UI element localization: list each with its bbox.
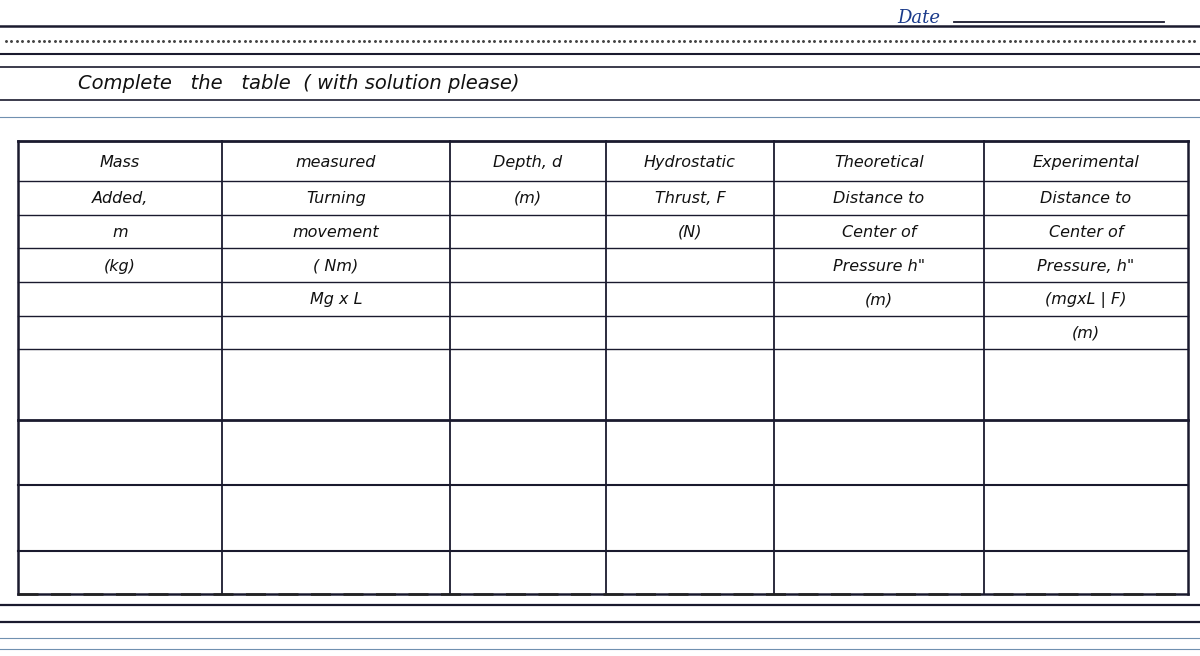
Text: Added,: Added, [92, 191, 148, 205]
Text: (kg): (kg) [104, 259, 136, 274]
Text: (m): (m) [1072, 325, 1100, 340]
Text: Center of: Center of [842, 225, 916, 239]
Text: (N): (N) [678, 225, 702, 239]
Text: Turning: Turning [306, 191, 366, 205]
Text: Distance to: Distance to [834, 191, 924, 205]
Text: (m): (m) [514, 191, 542, 205]
Text: Complete   the   table  ( with solution please): Complete the table ( with solution pleas… [78, 74, 520, 92]
Text: (m): (m) [865, 293, 893, 307]
Text: (mgxL | F): (mgxL | F) [1045, 292, 1127, 308]
Text: Theoretical: Theoretical [834, 155, 924, 170]
Text: movement: movement [293, 225, 379, 239]
Text: Center of: Center of [1049, 225, 1123, 239]
Text: Pressure h": Pressure h" [833, 259, 925, 274]
Text: Distance to: Distance to [1040, 191, 1132, 205]
Text: Depth, d: Depth, d [493, 155, 563, 170]
Text: Hydrostatic: Hydrostatic [644, 155, 736, 170]
Text: Experimental: Experimental [1032, 155, 1140, 170]
Text: Pressure, h": Pressure, h" [1037, 259, 1135, 274]
Text: m: m [112, 225, 128, 239]
Text: Date: Date [898, 9, 941, 28]
Text: Thrust, F: Thrust, F [655, 191, 725, 205]
Text: ( Nm): ( Nm) [313, 259, 359, 274]
Text: Mg x L: Mg x L [310, 293, 362, 307]
Text: measured: measured [296, 155, 376, 170]
Text: Mass: Mass [100, 155, 140, 170]
